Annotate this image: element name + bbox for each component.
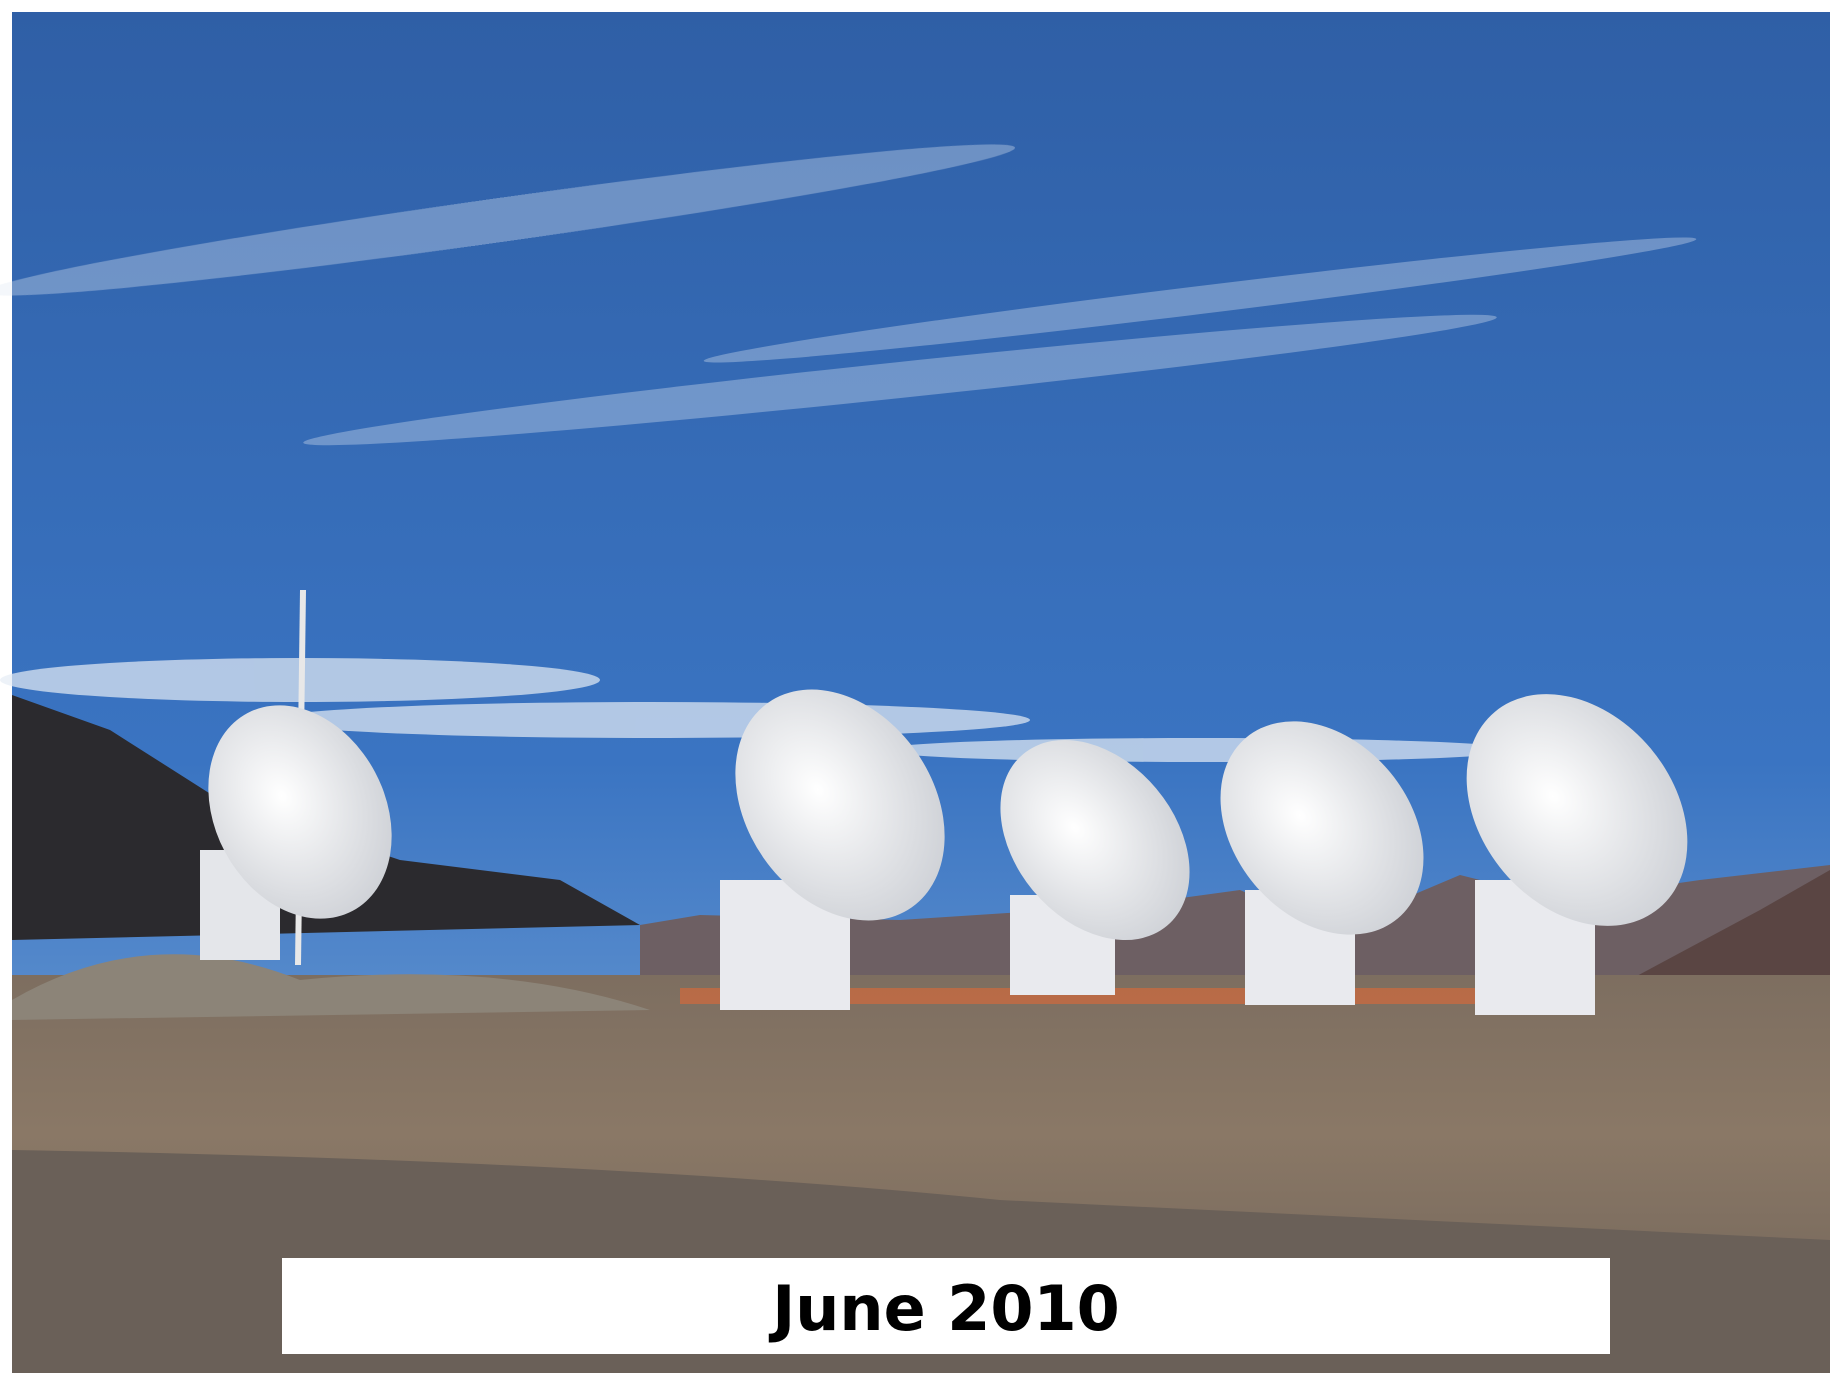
caption: June 2010 [768, 1272, 1120, 1345]
page: June 2010 (() => { const data = JSON.par… [0, 0, 1830, 1373]
photo: June 2010 [0, 0, 1830, 1373]
